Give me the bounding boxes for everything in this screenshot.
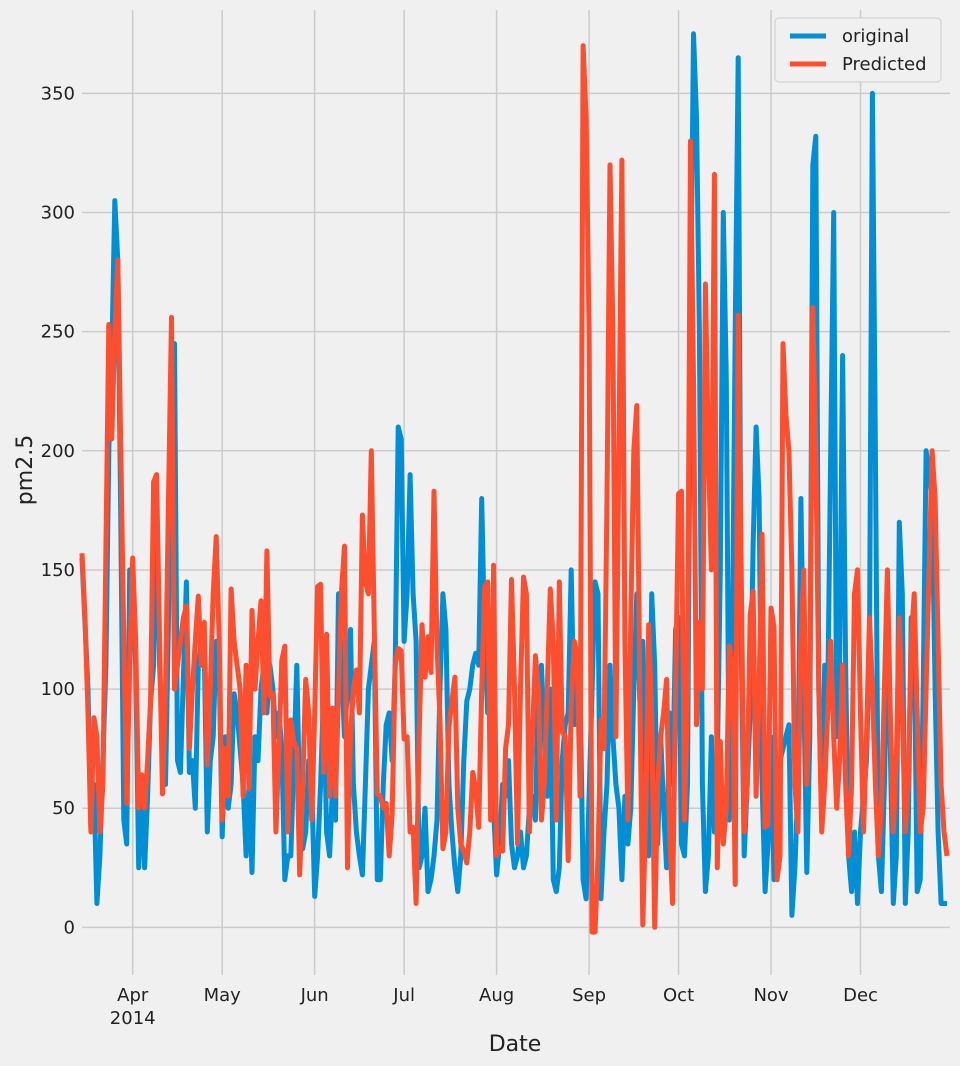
x-tick-label: Apr [117, 985, 149, 1006]
legend: original Predicted [774, 17, 942, 83]
y-tick-label: 0 [64, 917, 75, 938]
x-tick-label: Dec [843, 985, 878, 1006]
y-tick-label: 50 [52, 798, 75, 819]
y-tick-label: 200 [41, 441, 75, 462]
x-tick-label: May [204, 985, 242, 1006]
legend-label-original: original [842, 26, 909, 47]
y-tick-label: 350 [41, 83, 75, 104]
y-tick-label: 100 [41, 679, 75, 700]
x-tick-label: Jul [392, 985, 415, 1006]
x-tick-label: Jun [300, 985, 329, 1006]
x-axis-label: Date [489, 1032, 542, 1057]
x-tick-label: Oct [663, 985, 694, 1006]
x-tick-label: Sep [572, 985, 606, 1006]
x-tick-sublabel: 2014 [110, 1008, 156, 1029]
y-tick-label: 300 [41, 203, 75, 224]
y-tick-label: 250 [41, 322, 75, 343]
legend-label-predicted: Predicted [842, 54, 927, 75]
series-line-predicted [79, 43, 950, 935]
y-axis-label: pm2.5 [13, 435, 38, 505]
series-lines [79, 31, 950, 935]
y-axis-ticks: 0 50 100 150 200 250 300 350 [41, 83, 75, 938]
x-tick-label: Nov [753, 985, 788, 1006]
y-tick-label: 150 [41, 560, 75, 581]
x-tick-label: Aug [479, 985, 514, 1006]
